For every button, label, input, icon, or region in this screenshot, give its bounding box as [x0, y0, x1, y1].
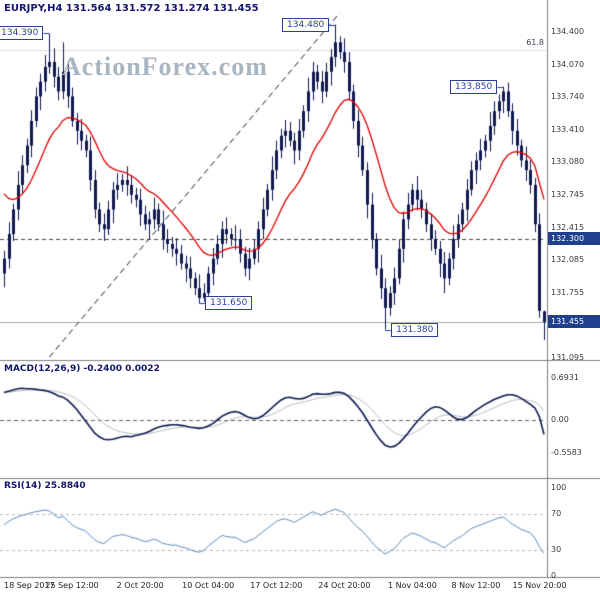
- watermark: ActionForex.com: [62, 52, 268, 81]
- fib-level-label: 61.8: [526, 38, 544, 48]
- rsi-label: RSI(14) 25.8840: [4, 481, 86, 491]
- macd-label: MACD(12,26,9) -0.2400 0.0022: [4, 364, 160, 374]
- symbol-title: EURJPY,H4 131.564 131.572 131.274 131.45…: [4, 3, 259, 14]
